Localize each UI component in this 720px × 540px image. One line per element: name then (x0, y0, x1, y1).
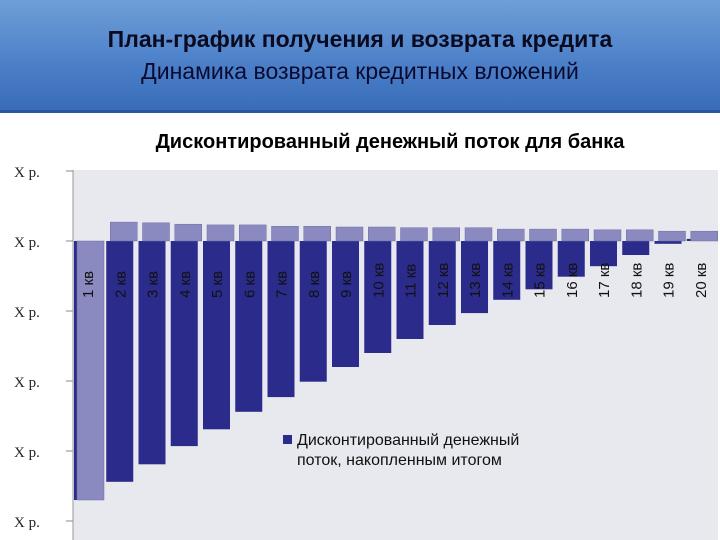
bar-cumulative (428, 241, 456, 325)
bar-cumulative (106, 241, 134, 482)
x-category-label: 20 кв (693, 263, 710, 298)
bar-quarterly (142, 222, 170, 242)
bar-cumulative (525, 241, 553, 290)
x-category-label: 13 кв (467, 263, 484, 298)
bar-cumulative (557, 241, 585, 277)
bar-cumulative (622, 241, 650, 255)
x-category-label: 8 кв (306, 271, 323, 298)
y-tick-label: X р. (14, 305, 40, 321)
bar-cumulative (299, 241, 327, 382)
bar-quarterly (368, 226, 396, 242)
bar-cumulative (203, 241, 230, 430)
bar-cumulative (267, 241, 295, 398)
bar-quarterly (400, 227, 428, 242)
chart: Дисконтированный денежный поток для банк… (0, 113, 720, 540)
bar-cumulative (170, 241, 198, 447)
bar-quarterly (271, 226, 299, 242)
x-category-label: 10 кв (370, 263, 387, 298)
bar-cumulative (493, 241, 521, 300)
x-category-label: 15 кв (532, 263, 549, 298)
x-category-label: 9 кв (338, 271, 355, 298)
chart-title: Дисконтированный денежный поток для банк… (156, 131, 626, 153)
legend: Дисконтированный денежный поток, накопле… (283, 432, 519, 469)
bar-quarterly (206, 224, 235, 242)
y-tick-label: X р. (14, 445, 40, 461)
slide-header: План-график получения и возврата кредита… (0, 0, 720, 113)
bar-quarterly (529, 228, 557, 242)
y-tick-label: X р. (14, 165, 40, 181)
bar-quarterly (110, 221, 138, 242)
y-tick-label: X р. (14, 235, 40, 251)
bar-cumulative (590, 241, 617, 267)
x-category-label: 14 кв (499, 263, 516, 298)
bar-quarterly (239, 224, 267, 242)
x-category-label: 19 кв (661, 263, 678, 298)
x-category-label: 1 кв (80, 271, 97, 298)
x-category-label: 11 кв (403, 264, 420, 298)
legend-swatch (283, 435, 292, 444)
x-category-label: 18 кв (628, 263, 645, 298)
bar-cumulative (396, 241, 424, 339)
x-category-label: 2 кв (112, 271, 129, 298)
bar-quarterly (303, 226, 331, 242)
bar-cumulative (654, 241, 682, 244)
x-category-label: 3 кв (145, 271, 162, 298)
y-tick-label: X р. (14, 515, 40, 531)
x-category-label: 6 кв (241, 271, 258, 298)
x-category-label: 16 кв (564, 263, 581, 298)
x-category-label: 12 кв (435, 263, 452, 298)
legend-label-line2: поток, накопленным итогом (297, 452, 502, 469)
legend-label-line1: Дисконтированный денежный (297, 432, 519, 449)
bar-cumulative (364, 241, 392, 353)
bar-quarterly (561, 228, 589, 242)
bar-quarterly (174, 223, 202, 242)
slide-subtitle: Динамика возврата кредитных вложений (141, 58, 579, 84)
bar-quarterly (432, 227, 460, 242)
bar-cumulative (332, 241, 359, 367)
bar-quarterly (335, 226, 364, 242)
bar-quarterly (497, 228, 525, 242)
bar-quarterly (464, 227, 493, 242)
bar-cumulative (461, 241, 488, 314)
bar-quarterly (76, 240, 105, 501)
x-category-label: 5 кв (209, 271, 226, 298)
bar-cumulative (235, 241, 263, 412)
y-tick-label: X р. (14, 375, 40, 391)
x-category-label: 4 кв (177, 271, 194, 298)
x-category-label: 17 кв (596, 263, 613, 298)
bar-quarterly (626, 229, 654, 242)
bar-quarterly (593, 229, 622, 242)
bar-quarterly (690, 230, 718, 242)
bar-quarterly (658, 230, 686, 242)
x-category-label: 7 кв (274, 271, 291, 298)
slide-title: План-график получения и возврата кредита (107, 26, 613, 52)
bar-cumulative (138, 241, 166, 465)
